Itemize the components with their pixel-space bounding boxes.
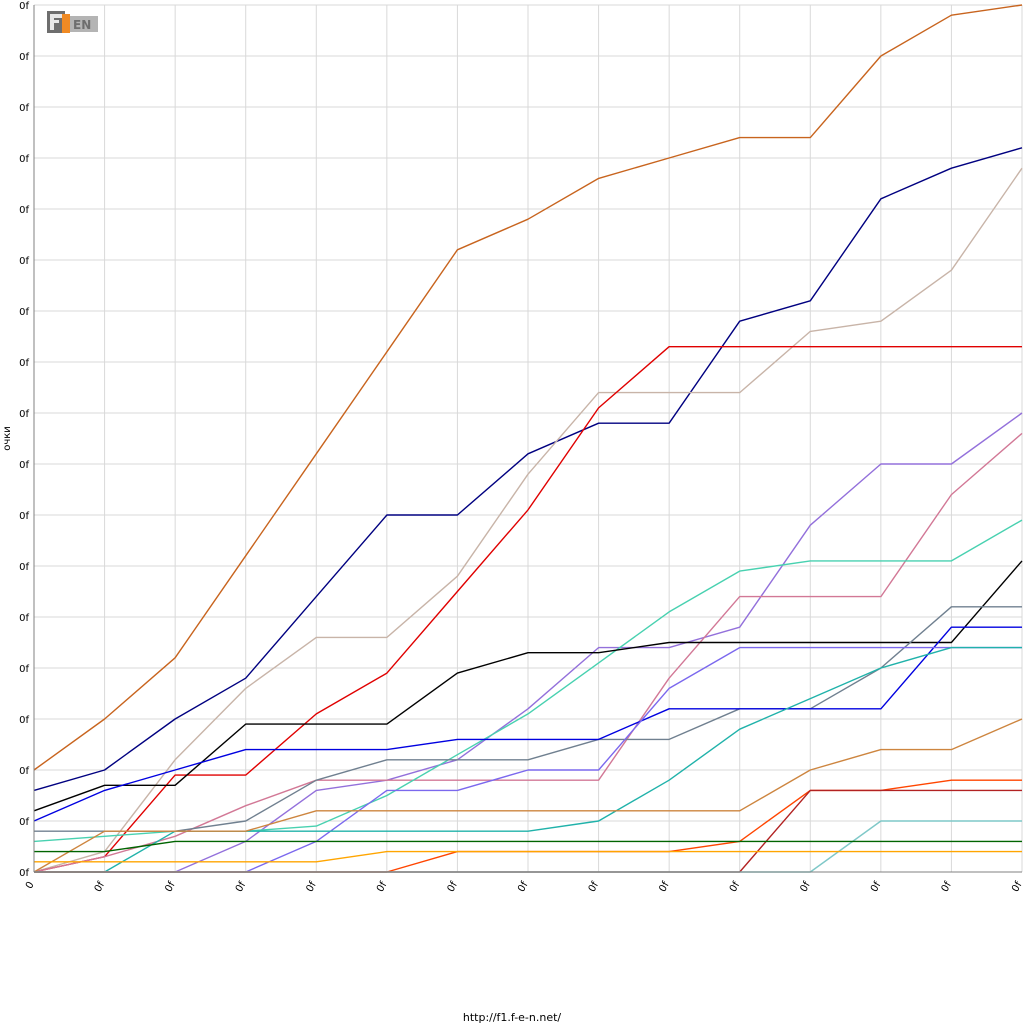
y-tick-label: 0f [19,409,29,420]
series-line-2 [33,147,1023,792]
y-axis-title: очки [2,426,13,451]
y-tick-label: 0f [19,205,29,216]
logo-f-mid [50,20,59,23]
y-tick-label: 0f [19,511,29,522]
x-tick-label: 0f [869,880,884,894]
series-line-10 [33,626,1022,822]
x-tick-label: 0f [587,880,602,894]
x-tick-label: 0f [798,880,813,894]
series-line-1 [33,4,1023,771]
logo-text: EN [73,18,91,32]
y-tick-label: 0f [19,715,29,726]
f1-fen-logo-icon: EN [47,11,98,33]
x-tick-label: 0 [24,880,37,891]
line-chart: 0f 0f 0f 0f 0f 0f 0f 0f 0f 0f 0f 0f 0f 0f 0f 0f 0f 0f 0 0f 0… [2,1,1024,894]
y-tick-label: 0f [19,1,29,12]
grid [33,4,1023,873]
logo-f-top [50,14,62,18]
y-tick-label: 0f [19,460,29,471]
x-tick-label: 0f [163,880,178,894]
series-line-6 [33,432,1023,873]
y-tick-label: 0f [19,562,29,573]
x-tick-label: 0f [516,880,531,894]
series-line-8 [33,560,1023,812]
x-tick-label: 0f [304,880,319,894]
y-tick-label: 0f [19,154,29,165]
logo-block-grey [70,16,98,32]
series-line-9 [34,606,1022,832]
series-line-13 [33,718,1023,873]
x-tick-label: 0f [234,880,249,894]
series-line-3 [33,167,1023,873]
y-tick-label: 0f [19,613,29,624]
x-tick-label: 0f [446,880,461,894]
f1-fen-logo[interactable]: EN [46,8,100,36]
y-tick-label: 0f [19,766,29,777]
x-tick-label: 0f [375,880,390,894]
y-tick-label: 0f [19,817,29,828]
x-tick-label: 0f [728,880,743,894]
x-tick-label: 0f [1010,880,1024,894]
y-tick-label: 0f [19,664,29,675]
y-tick-label: 0f [19,103,29,114]
y-tick-label: 0f [19,52,29,63]
x-tick-label: 0f [657,880,672,894]
series-line-4 [33,346,1022,873]
y-tick-label: 0f [19,307,29,318]
series-line-17 [34,840,1022,853]
y-tick-label: 0f [19,256,29,267]
y-tick-label: 0f [19,868,29,879]
logo-block-orange [62,14,70,33]
x-tick-label: 0f [93,880,108,894]
y-tick-label: 0f [19,358,29,369]
series-line-18 [34,850,1022,863]
x-tick-label: 0f [940,880,955,894]
footer-url-link[interactable]: http://f1.f-e-n.net/ [462,1011,562,1024]
